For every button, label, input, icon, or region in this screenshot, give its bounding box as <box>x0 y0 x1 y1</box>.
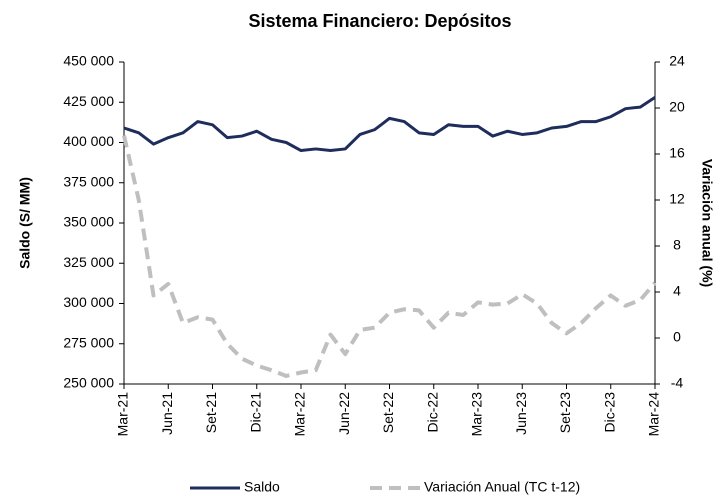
x-tick-label: Jun-21 <box>159 392 175 435</box>
x-tick-label: Jun-22 <box>336 392 352 435</box>
y-tick-label: 275 000 <box>63 334 114 350</box>
legend-label: Variación Anual (TC t-12) <box>424 479 580 495</box>
y-tick-label: 350 000 <box>63 214 114 230</box>
x-tick-label: Mar-22 <box>292 392 308 437</box>
x-tick-label: Set-21 <box>203 392 219 433</box>
x-tick-label: Mar-21 <box>115 392 131 437</box>
legend-label: Saldo <box>244 479 280 495</box>
x-tick-label: Set-22 <box>380 392 396 433</box>
x-tick-label: Dic-21 <box>247 392 263 433</box>
y2-tick-label: 24 <box>669 53 685 69</box>
y-tick-label: 450 000 <box>63 53 114 69</box>
y-tick-label: 375 000 <box>63 173 114 189</box>
y2-axis-label: Variación anual (%) <box>699 159 715 287</box>
y2-tick-label: 16 <box>669 145 685 161</box>
y2-tick-label: -4 <box>671 375 684 391</box>
series-line <box>122 135 657 378</box>
y-tick-label: 400 000 <box>63 133 114 149</box>
y-tick-label: 300 000 <box>63 294 114 310</box>
y2-tick-label: 12 <box>669 191 685 207</box>
x-tick-label: Dic-23 <box>601 392 617 433</box>
y2-tick-label: 8 <box>673 237 681 253</box>
series-line <box>123 96 656 153</box>
x-tick-label: Jun-23 <box>513 392 529 435</box>
chart-title: Sistema Financiero: Depósitos <box>248 11 511 31</box>
x-tick-label: Set-23 <box>557 392 573 433</box>
y2-tick-label: 4 <box>673 283 681 299</box>
y2-tick-label: 0 <box>673 329 681 345</box>
y2-tick-label: 20 <box>669 99 685 115</box>
y-tick-label: 425 000 <box>63 93 114 109</box>
y-axis-label: Saldo (S/ MM) <box>17 177 33 269</box>
x-tick-label: Dic-22 <box>424 392 440 433</box>
x-tick-label: Mar-23 <box>469 392 485 437</box>
x-tick-label: Mar-24 <box>646 392 662 437</box>
y-tick-label: 325 000 <box>63 254 114 270</box>
y-tick-label: 250 000 <box>63 375 114 391</box>
